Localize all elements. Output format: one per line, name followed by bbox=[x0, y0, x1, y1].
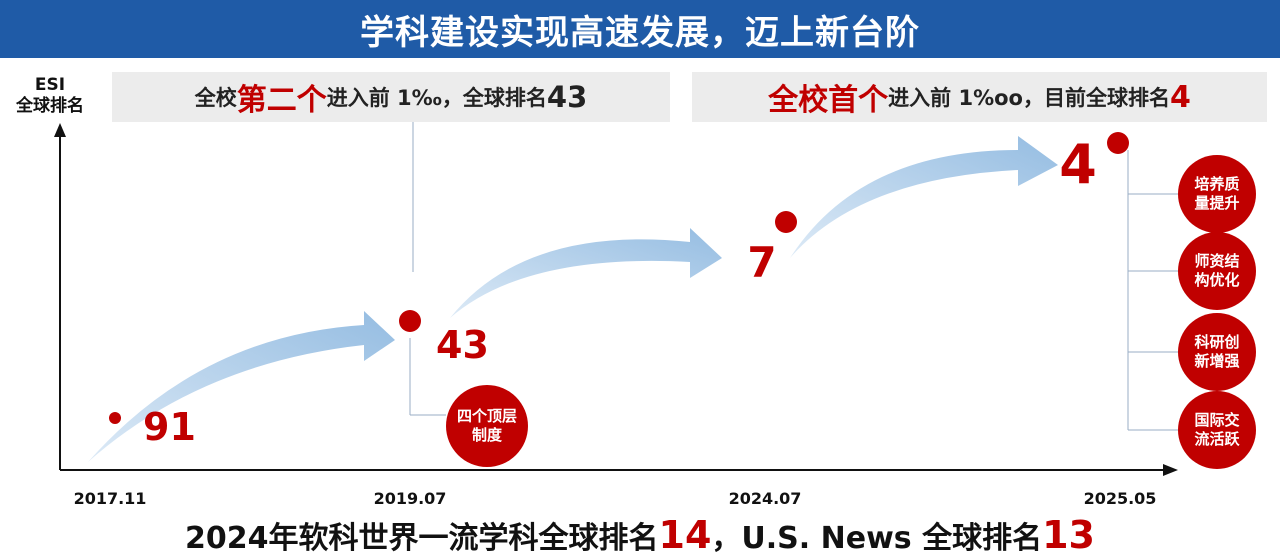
y-axis-arrowhead bbox=[54, 123, 66, 137]
data-point-2019.07 bbox=[399, 310, 421, 332]
banner1-rank: 43 bbox=[546, 80, 588, 114]
milestone-tag: 四个顶层制度 bbox=[446, 385, 528, 467]
data-label-43: 43 bbox=[436, 323, 489, 367]
y-axis-label-line2: 全球排名 bbox=[16, 96, 84, 116]
bottom-rank2: 13 bbox=[1042, 513, 1095, 557]
bottom-part1: 2024年软科世界一流学科全球排名 bbox=[185, 521, 659, 556]
growth-arrows bbox=[88, 136, 1058, 462]
x-axis-arrowhead bbox=[1163, 464, 1178, 476]
x-tick-label: 2024.07 bbox=[729, 489, 802, 508]
growth-arrow-1 bbox=[88, 311, 395, 462]
banner-first-discipline: 全校首个 进入前 1%oo，目前全球排名 4 bbox=[692, 72, 1267, 122]
data-point-2024.07 bbox=[775, 211, 797, 233]
side-tag-3: 科研创新增强 bbox=[1178, 313, 1256, 391]
growth-arrow-3 bbox=[790, 136, 1058, 258]
page-title: 学科建设实现高速发展，迈上新台阶 bbox=[0, 0, 1280, 58]
data-points: 91 43 7 4 bbox=[109, 132, 1129, 449]
bottom-part2: ，U.S. News 全球排名 bbox=[711, 521, 1043, 556]
data-point-2025.05 bbox=[1107, 132, 1129, 154]
bottom-ranking-line: 2024年软科世界一流学科全球排名14，U.S. News 全球排名13 bbox=[0, 513, 1280, 557]
y-axis-label: ESI 全球排名 bbox=[10, 75, 90, 117]
side-tag-1: 培养质量提升 bbox=[1178, 155, 1256, 233]
banner1-middle: 进入前 1‰，全球排名 bbox=[326, 86, 547, 110]
data-label-7: 7 bbox=[747, 238, 776, 287]
banner1-highlight: 第二个 bbox=[236, 83, 327, 118]
data-point-2017.11 bbox=[109, 412, 121, 424]
chart-axes bbox=[54, 123, 1178, 476]
connector-lines bbox=[409, 122, 1178, 431]
x-tick-labels: 2017.11 2019.07 2024.07 2025.05 bbox=[74, 489, 1157, 508]
banner2-rank: 4 bbox=[1169, 79, 1191, 115]
side-tag-4: 国际交流活跃 bbox=[1178, 391, 1256, 469]
x-tick-label: 2025.05 bbox=[1084, 489, 1157, 508]
banner1-prefix: 全校 bbox=[194, 86, 237, 110]
y-axis-label-line1: ESI bbox=[34, 75, 66, 95]
x-tick-label: 2017.11 bbox=[74, 489, 147, 508]
data-label-4: 4 bbox=[1059, 133, 1097, 196]
banner2-middle: 进入前 1%oo，目前全球排名 bbox=[888, 86, 1170, 110]
bottom-rank1: 14 bbox=[658, 513, 712, 557]
banner-second-discipline: 全校 第二个 进入前 1‰，全球排名 43 bbox=[112, 72, 670, 122]
growth-arrow-2 bbox=[450, 228, 722, 318]
x-tick-label: 2019.07 bbox=[374, 489, 447, 508]
side-tag-2: 师资结构优化 bbox=[1178, 232, 1256, 310]
data-label-91: 91 bbox=[143, 405, 196, 449]
banner2-highlight: 全校首个 bbox=[768, 83, 889, 118]
